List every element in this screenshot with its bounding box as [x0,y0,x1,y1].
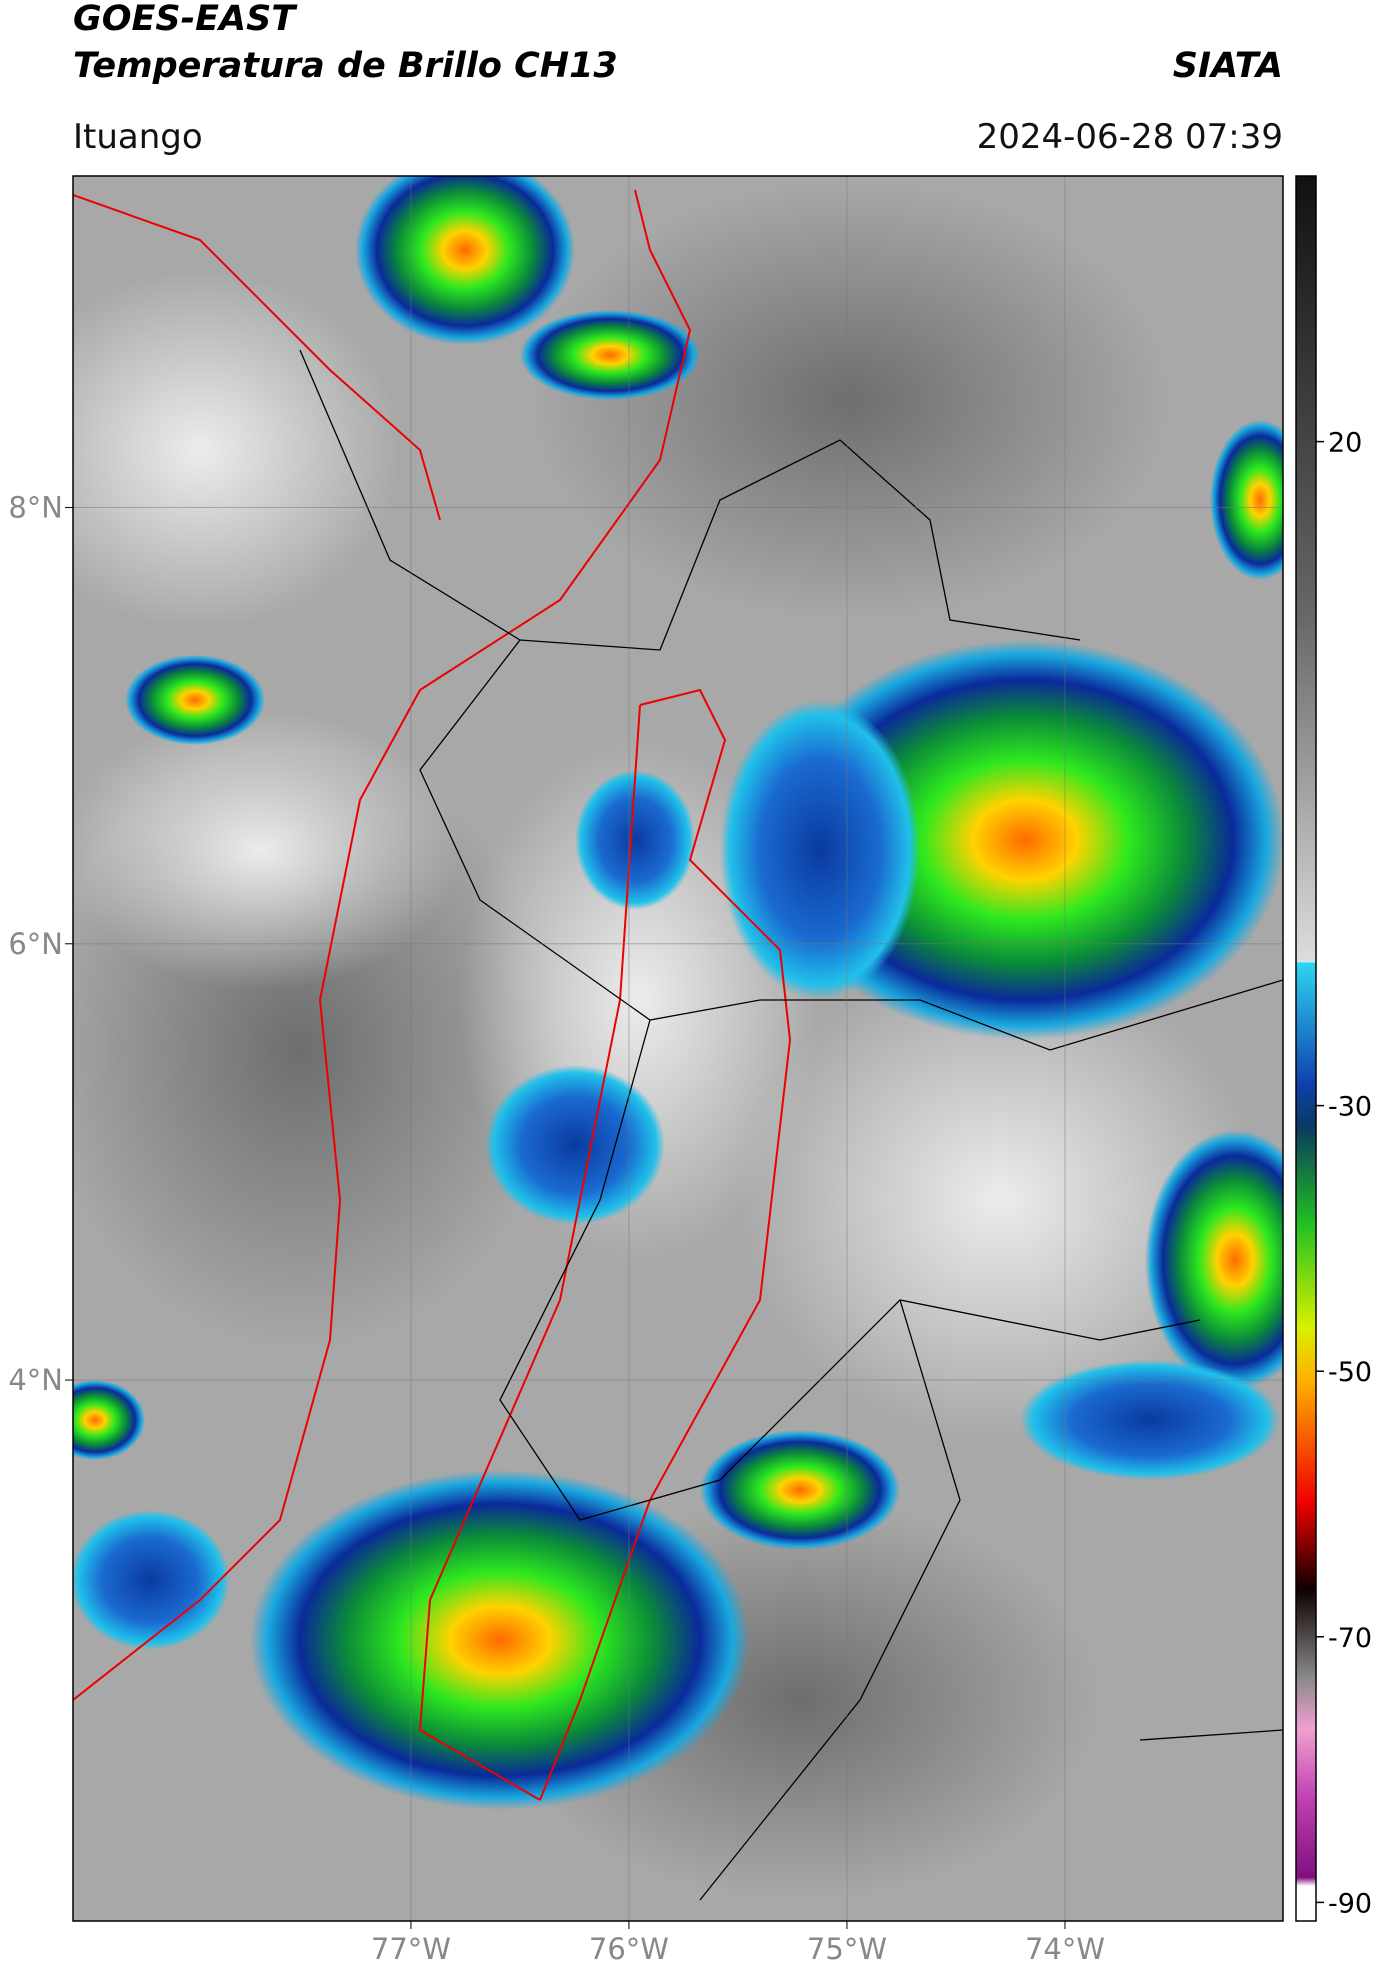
subtitle: Temperatura de Brillo CH13 [73,46,618,86]
brand: SIATA [1173,46,1283,86]
satellite-image [73,176,1283,1921]
x-tick-label: 74°W [1025,1932,1105,1966]
x-tick-label: 75°W [807,1932,887,1966]
graticule [73,176,1283,1921]
map-frame [72,175,1284,1922]
y-tick-label: 8°N [8,491,63,525]
colorbar-label: 20 [1328,428,1362,459]
timestamp: 2024-06-28 07:39 [977,117,1283,157]
location: Ituango [73,117,203,157]
colorbar-label: -30 [1328,1092,1372,1123]
colorbar-label: -90 [1328,1888,1372,1919]
x-tick-label: 77°W [371,1932,451,1966]
y-tick-label: 6°N [8,927,63,961]
colorbar-label: -70 [1328,1623,1372,1654]
title: GOES-EAST [73,0,298,39]
colorbar [1295,175,1317,1922]
y-tick-label: 4°N [8,1363,63,1397]
x-tick-label: 76°W [589,1932,669,1966]
colorbar-label: -50 [1328,1357,1372,1388]
